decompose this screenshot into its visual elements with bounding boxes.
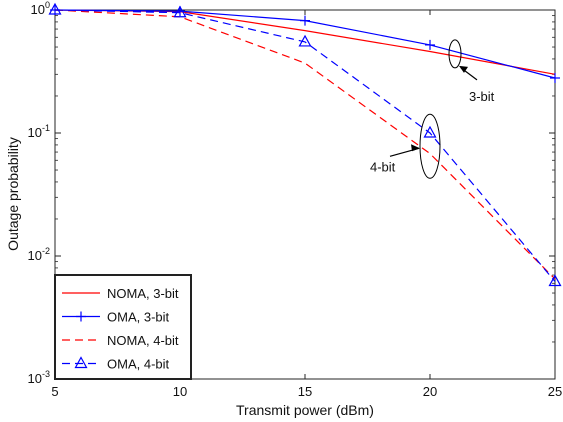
annotation-ellipse-3bit [448,39,462,69]
annotation-arrowhead-4bit [411,144,420,152]
legend-label: NOMA, 4-bit [107,333,179,348]
y-tick-label: 10-2 [28,246,50,263]
x-tick-label: 20 [423,384,437,399]
legend-box [54,274,192,380]
annotations: 3-bit 4-bit [370,39,495,179]
triangle-marker [74,356,88,369]
series-line-4 [54,9,556,282]
y-tick-label: 100 [31,0,50,17]
annotation-ellipse-4bit [419,113,441,179]
plus-marker [550,72,560,83]
legend-label: OMA, 4-bit [107,357,170,372]
plus-marker [300,15,310,26]
x-tick-label: 25 [548,384,562,399]
annotation-label-3bit: 3-bit [469,89,495,104]
x-tick-label: 5 [51,384,58,399]
triangle-marker [548,274,562,287]
triangle-marker [298,34,312,47]
x-axis-label: Transmit power (dBm) [236,402,374,418]
annotation-arrowhead-3bit [459,65,468,73]
legend-label: OMA, 3-bit [107,310,170,325]
series-line-3 [54,9,556,280]
legend: NOMA, 3-bit OMA, 3-bit NOMA, 4-bit OMA, 4-b… [54,274,192,380]
triangle-marker [423,125,437,138]
triangle-marker [48,2,62,15]
y-tick-label: 10-3 [28,369,50,386]
plus-marker [76,311,86,322]
y-axis-label: Outage probability [5,137,21,251]
legend-label: NOMA, 3-bit [107,286,179,301]
axis-ticks: 5 10 15 20 25 10-3 10-2 10-1 100 [28,0,563,399]
series-lines [48,2,562,287]
triangle-marker [173,5,187,18]
x-tick-label: 10 [173,384,187,399]
legend-items: NOMA, 3-bit OMA, 3-bit NOMA, 4-bit OMA, 4-b… [62,286,179,372]
y-tick-label: 10-1 [28,123,50,140]
annotation-label-4bit: 4-bit [370,159,396,174]
plus-marker [425,39,435,50]
x-tick-label: 15 [298,384,312,399]
